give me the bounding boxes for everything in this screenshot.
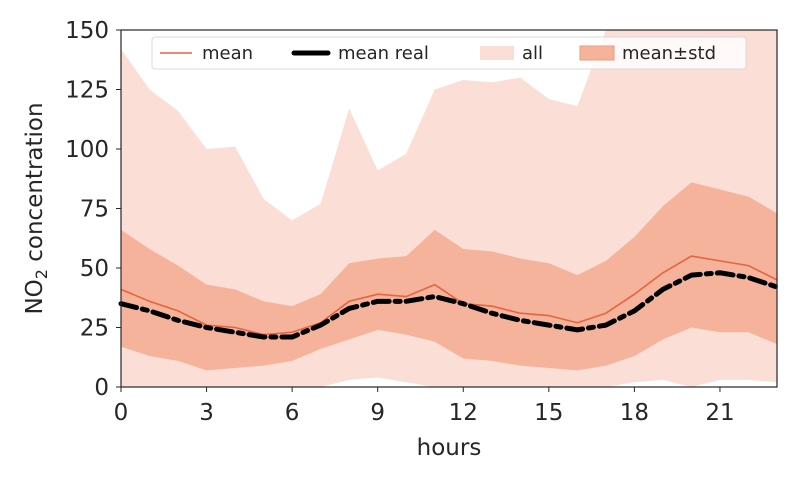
line-mean xyxy=(120,255,778,336)
x-axis-label: hours xyxy=(417,435,482,461)
lines-layer xyxy=(118,255,780,340)
x-tick-label-9: 9 xyxy=(370,400,385,426)
y-axis-label: NO2 concentration xyxy=(22,102,51,314)
x-tick-label-18: 18 xyxy=(620,400,649,426)
legend-item-mean: mean xyxy=(160,43,253,64)
legend: mean mean real all mean±std xyxy=(151,36,747,70)
y-axis-label-subscript: 2 xyxy=(32,269,51,279)
y-axis-label-suffix: concentration xyxy=(22,102,48,269)
legend-label-all: all xyxy=(522,43,543,64)
legend-box xyxy=(151,36,747,70)
y-tick-label-100: 100 xyxy=(65,137,109,163)
y-axis-label-prefix: NO xyxy=(22,279,48,314)
x-ticks: 0 3 6 9 12 15 18 21 xyxy=(114,387,735,426)
x-tick-label-12: 12 xyxy=(449,400,478,426)
legend-item-all: all xyxy=(480,43,543,64)
legend-label-mean-real: mean real xyxy=(338,43,429,64)
y-tick-label-75: 75 xyxy=(80,197,109,223)
y-tick-label-150: 150 xyxy=(65,18,109,44)
x-tick-label-21: 21 xyxy=(705,400,734,426)
y-tick-label-25: 25 xyxy=(80,316,109,342)
legend-swatch-mean-pm-std xyxy=(579,45,615,61)
x-tick-label-6: 6 xyxy=(285,400,300,426)
y-tick-label-125: 125 xyxy=(65,78,109,104)
legend-item-mean-pm-std: mean±std xyxy=(579,43,716,64)
legend-item-mean-real: mean real xyxy=(291,43,429,64)
x-tick-label-15: 15 xyxy=(534,400,563,426)
y-ticks: 0 25 50 75 100 125 150 xyxy=(65,18,121,401)
x-tick-label-0: 0 xyxy=(114,400,129,426)
y-tick-label-0: 0 xyxy=(94,375,109,401)
legend-label-mean-pm-std: mean±std xyxy=(622,43,716,64)
bands-layer xyxy=(121,30,777,387)
legend-label-mean: mean xyxy=(202,43,253,64)
legend-swatch-all xyxy=(480,46,514,60)
y-tick-label-50: 50 xyxy=(80,256,109,282)
line-mean-real xyxy=(118,270,780,340)
x-tick-label-3: 3 xyxy=(199,400,214,426)
